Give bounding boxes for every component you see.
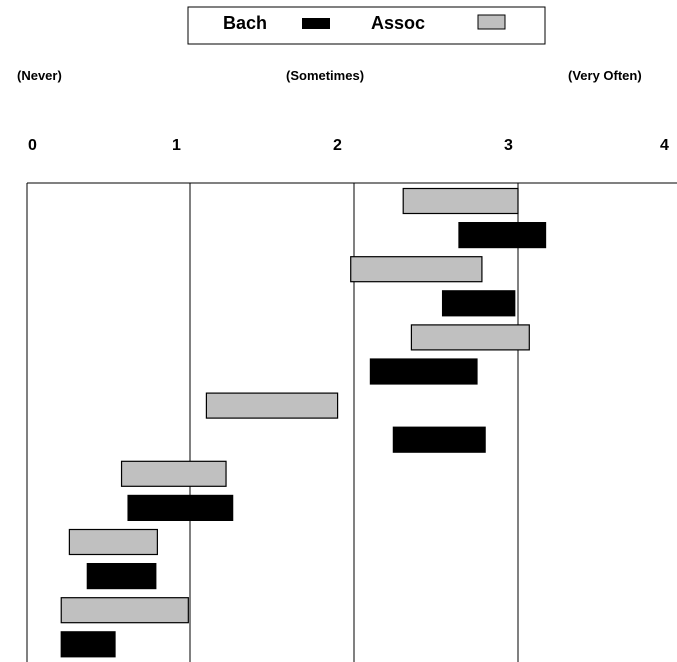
legend-label-assoc: Assoc <box>371 13 425 33</box>
bars <box>60 187 547 658</box>
tick-label-3: 3 <box>504 137 513 154</box>
scale-label-very-often: (Very Often) <box>568 68 642 83</box>
gridlines <box>26 183 519 662</box>
bar-bach-7 <box>392 426 486 453</box>
bar-assoc-0 <box>402 187 519 215</box>
bar-bach-5 <box>369 358 478 385</box>
scale-label-never: (Never) <box>17 68 62 83</box>
bar-bach-11 <box>86 562 157 590</box>
tick-label-0: 0 <box>28 137 37 154</box>
scale-label-sometimes: (Sometimes) <box>286 68 364 83</box>
tick-label-2: 2 <box>333 137 342 154</box>
bar-assoc-8 <box>120 460 227 487</box>
tick-label-4: 4 <box>660 137 669 154</box>
bar-assoc-10 <box>68 528 158 556</box>
tick-label-1: 1 <box>172 137 181 154</box>
bar-bach-13 <box>60 631 116 658</box>
legend-label-bach: Bach <box>223 13 267 33</box>
bar-assoc-4 <box>410 324 530 351</box>
legend-swatch-assoc <box>477 14 506 30</box>
legend: Bach Assoc <box>187 6 546 45</box>
bar-assoc-2 <box>350 256 483 283</box>
bar-bach-9 <box>127 494 234 521</box>
bar-bach-3 <box>441 290 516 317</box>
bar-assoc-12 <box>60 597 189 624</box>
bar-assoc-6 <box>205 392 339 419</box>
bar-bach-1 <box>458 222 547 249</box>
legend-swatch-bach <box>302 18 330 29</box>
